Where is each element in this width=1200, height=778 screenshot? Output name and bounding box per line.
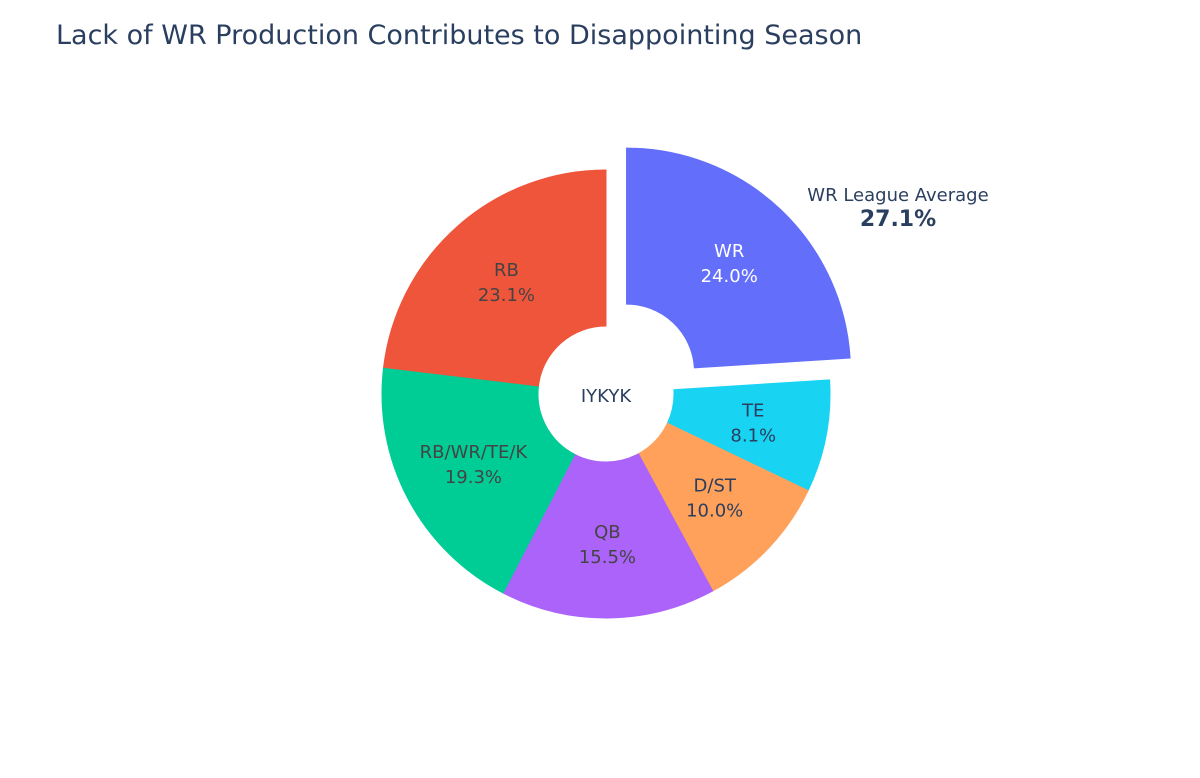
slice-d-st[interactable]	[637, 422, 809, 592]
slice-value-label: 10.0%	[686, 500, 743, 521]
slice-labels-group: WR 24.0% TE 8.1% D/ST 10.0% QB 15.5% RB/WR/TE/K 1…	[420, 241, 776, 568]
slice-value-label: 24.0%	[701, 266, 758, 287]
slice-qb[interactable]	[502, 453, 714, 619]
slice-rb[interactable]	[383, 169, 607, 387]
slice-value-label: 19.3%	[445, 467, 502, 488]
center-label: IYKYK	[581, 386, 632, 407]
annotation-label: WR League Average	[807, 185, 988, 206]
chart-title: Lack of WR Production Contributes to Dis…	[56, 20, 863, 51]
slice-label: D/ST	[694, 475, 737, 496]
slice-label: WR	[714, 241, 744, 262]
slices-group	[381, 147, 851, 619]
slice-rb-wr-te-k[interactable]	[381, 366, 576, 594]
annotation-value: 27.1%	[860, 207, 936, 232]
slice-label: RB	[494, 260, 519, 281]
slice-value-label: 23.1%	[478, 285, 535, 306]
slice-label: RB/WR/TE/K	[420, 442, 529, 463]
slice-value-label: 15.5%	[579, 547, 636, 568]
slice-label: QB	[594, 522, 621, 543]
slice-wr[interactable]	[626, 147, 851, 369]
slice-label: TE	[741, 401, 764, 422]
slice-value-label: 8.1%	[730, 426, 776, 447]
